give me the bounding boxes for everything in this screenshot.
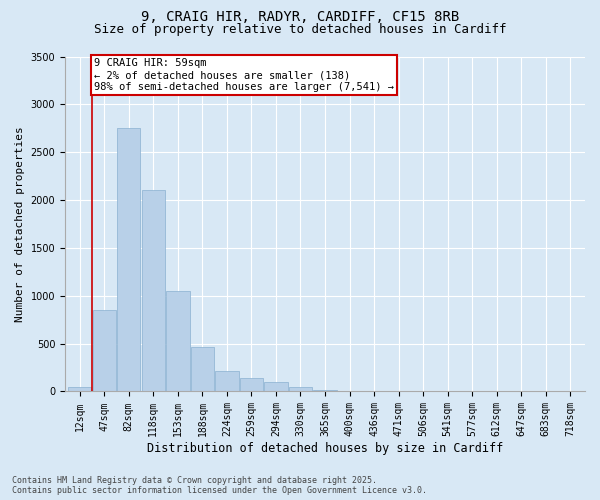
Bar [313,390,337,392]
Bar [338,390,361,392]
Bar [92,310,116,392]
Bar [68,386,91,392]
Text: Size of property relative to detached houses in Cardiff: Size of property relative to detached ho… [94,22,506,36]
Bar [240,378,263,392]
Bar [191,348,214,392]
Text: Contains HM Land Registry data © Crown copyright and database right 2025.
Contai: Contains HM Land Registry data © Crown c… [12,476,427,495]
Bar [142,190,165,392]
Bar [166,291,190,392]
Y-axis label: Number of detached properties: Number of detached properties [15,126,25,322]
Bar [289,386,312,392]
Text: 9, CRAIG HIR, RADYR, CARDIFF, CF15 8RB: 9, CRAIG HIR, RADYR, CARDIFF, CF15 8RB [141,10,459,24]
Bar [117,128,140,392]
Bar [265,382,287,392]
X-axis label: Distribution of detached houses by size in Cardiff: Distribution of detached houses by size … [147,442,503,455]
Bar [215,371,239,392]
Text: 9 CRAIG HIR: 59sqm
← 2% of detached houses are smaller (138)
98% of semi-detache: 9 CRAIG HIR: 59sqm ← 2% of detached hous… [94,58,394,92]
